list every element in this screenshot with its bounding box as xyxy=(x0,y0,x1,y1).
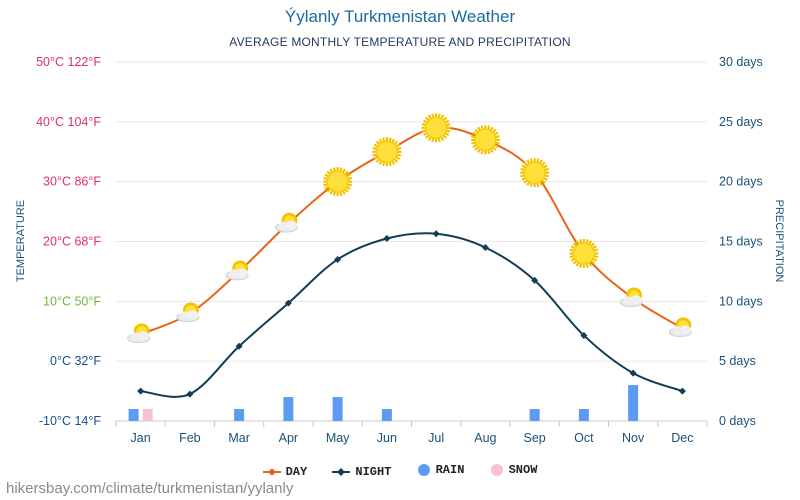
x-tick-label: Oct xyxy=(574,431,594,445)
chart-subtitle: AVERAGE MONTHLY TEMPERATURE AND PRECIPIT… xyxy=(229,35,571,49)
y-right-axis-title: PRECIPITATION xyxy=(773,200,785,283)
rain-bar xyxy=(332,397,343,421)
legend-day[interactable]: DAY xyxy=(262,465,308,479)
rain-bar xyxy=(234,409,245,421)
rain-bar xyxy=(283,397,294,421)
partly-cloudy-icon xyxy=(127,323,151,344)
night-point xyxy=(284,299,292,307)
y-left-tick-label: 40°C 104°F xyxy=(36,115,101,129)
x-tick-label: Mar xyxy=(228,431,250,445)
y-right-tick-label: 30 days xyxy=(719,55,763,69)
x-tick-label: Aug xyxy=(474,431,496,445)
rain-bar xyxy=(529,409,540,421)
legend-night-label: NIGHT xyxy=(355,465,392,479)
legend-snow[interactable]: SNOW xyxy=(490,463,538,477)
legend-night[interactable]: NIGHT xyxy=(332,465,391,479)
rain-bar xyxy=(578,409,589,421)
y-left-tick-label: 20°C 68°F xyxy=(43,235,101,249)
sun-icon xyxy=(323,167,353,197)
rain-bar xyxy=(628,385,639,421)
x-tick-label: Sep xyxy=(524,431,546,445)
y-left-tick-label: 50°C 122°F xyxy=(36,55,101,69)
rain-bar xyxy=(381,409,392,421)
x-tick-label: Dec xyxy=(671,431,693,445)
night-point xyxy=(432,230,440,238)
night-point xyxy=(629,369,637,377)
y-right-tick-label: 0 days xyxy=(719,414,756,428)
night-point xyxy=(481,243,489,251)
sun-icon xyxy=(520,158,550,188)
night-point xyxy=(383,235,391,243)
x-tick-label: Apr xyxy=(279,431,298,445)
partly-cloudy-icon xyxy=(225,260,249,281)
source-link[interactable]: hikersbay.com/climate/turkmenistan/yylan… xyxy=(6,480,294,497)
y-left-tick-label: 30°C 86°F xyxy=(43,175,101,189)
night-point xyxy=(186,390,194,398)
day-line xyxy=(140,126,683,336)
sun-icon xyxy=(372,137,402,167)
x-tick-label: Jan xyxy=(131,431,151,445)
y-left-axis-title: TEMPERATURE xyxy=(15,200,27,282)
night-line xyxy=(140,232,683,398)
x-tick-label: Feb xyxy=(179,431,201,445)
x-tick-label: Jun xyxy=(377,431,397,445)
sun-icon xyxy=(421,113,451,143)
x-tick-label: Nov xyxy=(622,431,645,445)
legend-day-label: DAY xyxy=(285,465,308,479)
y-left-tick-label: -10°C 14°F xyxy=(39,414,101,428)
night-point xyxy=(137,387,145,395)
y-right-tick-label: 20 days xyxy=(719,175,763,189)
sun-icon xyxy=(470,125,500,155)
y-right-tick-label: 5 days xyxy=(719,354,756,368)
sun-icon xyxy=(569,238,599,269)
x-tick-label: Jul xyxy=(428,431,444,445)
y-left-tick-label: 0°C 32°F xyxy=(50,354,101,368)
y-right-tick-label: 25 days xyxy=(719,115,763,129)
y-right-tick-label: 10 days xyxy=(719,294,763,308)
rain-bar xyxy=(128,409,139,421)
legend-snow-label: SNOW xyxy=(508,463,538,477)
legend-rain-label: RAIN xyxy=(435,463,465,477)
x-tick-label: May xyxy=(326,431,350,445)
legend: DAY NIGHT RAIN SNOW xyxy=(0,463,800,481)
night-point xyxy=(235,342,243,350)
partly-cloudy-icon xyxy=(274,212,298,233)
legend-rain[interactable]: RAIN xyxy=(417,463,465,477)
snow-bar xyxy=(142,409,153,421)
night-point xyxy=(334,255,342,263)
chart-title: Ýylanly Turkmenistan Weather xyxy=(284,7,516,26)
partly-cloudy-icon xyxy=(668,317,692,338)
night-point xyxy=(580,331,588,339)
night-point xyxy=(531,276,539,284)
partly-cloudy-icon xyxy=(176,302,200,323)
partly-cloudy-icon xyxy=(619,287,643,308)
night-point xyxy=(678,387,686,395)
y-right-tick-label: 15 days xyxy=(719,235,763,249)
y-left-tick-label: 10°C 50°F xyxy=(43,294,101,308)
